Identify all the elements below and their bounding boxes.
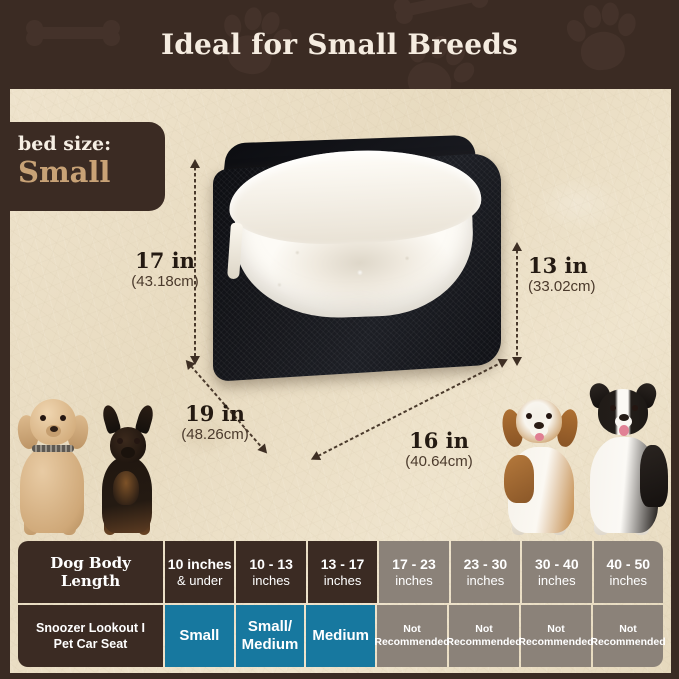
table-cell-6: Not Recommended <box>590 605 666 667</box>
table-header-cell-5: 30 - 40 inches <box>522 541 592 603</box>
table-cell-0: Small <box>165 605 234 667</box>
dog-miniature-pinscher <box>96 403 160 535</box>
dimension-front-inches: 19 in <box>185 401 245 426</box>
table-cell-3: Not Recommended <box>374 605 450 667</box>
dimension-bottom-inches: 16 in <box>409 428 469 453</box>
table-row-label-product: Snoozer Lookout I Pet Car Seat <box>18 605 163 667</box>
size-comparison-table: Dog Body Length 10 inches & under 10 - 1… <box>18 541 666 667</box>
dimension-arrow-height <box>190 159 200 365</box>
dimension-front-metric: (48.26cm) <box>181 426 249 444</box>
table-cell-4: Not Recommended <box>446 605 522 667</box>
table-cell-2: Medium <box>306 605 376 667</box>
frame-edge-bottom <box>0 673 679 679</box>
frame-edge-right <box>671 0 679 679</box>
dog-photos-right <box>499 380 668 535</box>
table-header-cell-6: 40 - 50 inches <box>593 541 663 603</box>
table-header-row: Dog Body Length 10 inches & under 10 - 1… <box>18 541 663 603</box>
dimension-bottom-metric: (40.64cm) <box>405 453 473 471</box>
table-cell-1: Small/ Medium <box>235 605 305 667</box>
bed-size-label: bed size: <box>18 133 112 155</box>
table-header-cell-4: 23 - 30 inches <box>450 541 521 603</box>
dog-poodle <box>15 393 91 535</box>
product-image-pet-car-seat <box>203 134 519 382</box>
table-header-cell-1: 10 - 13 inches <box>236 541 306 603</box>
table-header-row-label: Dog Body Length <box>18 541 163 603</box>
header-banner: Ideal for Small Breeds <box>0 0 679 89</box>
dimension-arrow-right-depth <box>512 242 522 366</box>
dog-photos-left <box>12 385 164 535</box>
dog-border-collie <box>584 380 668 535</box>
dimension-label-front-width: 19 in (48.26cm) <box>140 401 290 444</box>
table-header-cell-2: 13 - 17 inches <box>307 541 378 603</box>
table-cell-5: Not Recommended <box>518 605 594 667</box>
dog-beagle <box>499 391 584 535</box>
frame-edge-left <box>0 0 10 679</box>
dimension-right-metric: (33.02cm) <box>528 278 596 296</box>
bed-size-badge: bed size: Small <box>0 122 165 211</box>
table-header-cell-3: 17 - 23 inches <box>379 541 449 603</box>
dimension-label-right-depth: 13 in (33.02cm) <box>528 253 658 296</box>
dimension-height-inches: 17 in <box>135 248 195 273</box>
page-title: Ideal for Small Breeds <box>160 28 519 61</box>
table-header-cell-0: 10 inches & under <box>165 541 235 603</box>
bed-size-value: Small <box>18 154 111 189</box>
bone-icon <box>24 20 122 46</box>
dimension-label-height: 17 in (43.18cm) <box>100 248 230 291</box>
table-row: Snoozer Lookout I Pet Car Seat Small Sma… <box>18 605 666 667</box>
dimension-label-bottom-depth: 16 in (40.64cm) <box>364 428 514 471</box>
dimension-height-metric: (43.18cm) <box>131 273 199 291</box>
dimension-right-inches: 13 in <box>528 253 588 278</box>
